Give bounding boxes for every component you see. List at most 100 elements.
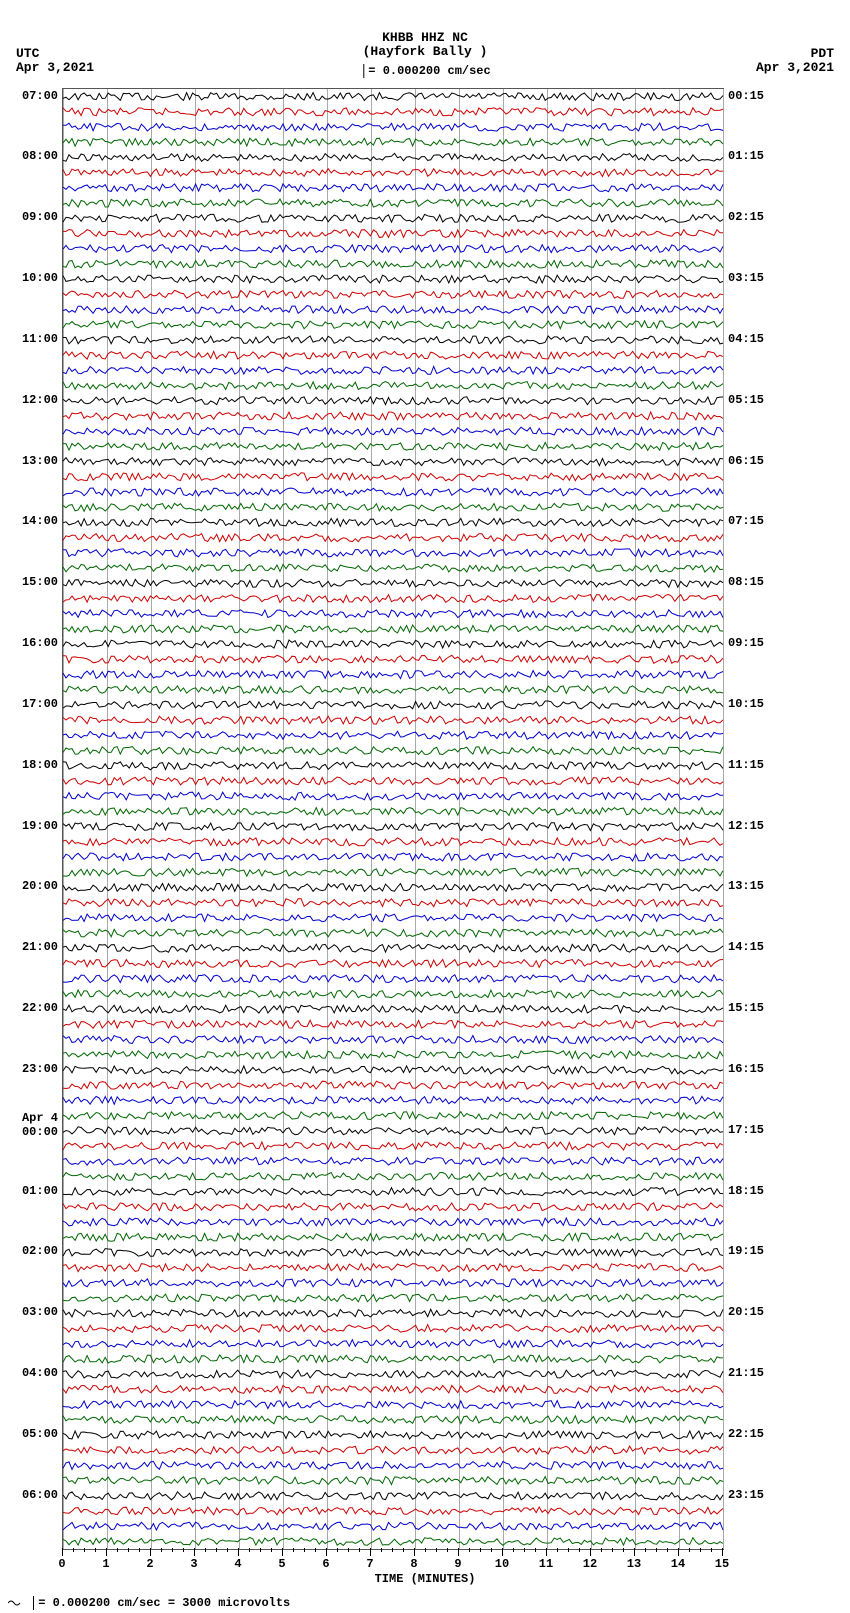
pdt-time-label: 09:15 [728,636,764,650]
pdt-time-label: 11:15 [728,758,764,772]
x-minor-tick [271,1548,272,1552]
x-tick-label: 3 [190,1557,197,1571]
pdt-time-label: 02:15 [728,210,764,224]
utc-time-label: 16:00 [6,636,58,650]
x-tick-label: 2 [146,1557,153,1571]
pdt-time-label: 00:15 [728,89,764,103]
x-minor-tick [337,1548,338,1552]
x-minor-tick [425,1548,426,1552]
utc-time-label: 13:00 [6,454,58,468]
x-tick [326,1548,327,1556]
utc-time-label: 20:00 [6,879,58,893]
pdt-time-label: 23:15 [728,1488,764,1502]
utc-time-label: 17:00 [6,697,58,711]
x-minor-tick [117,1548,118,1552]
x-minor-tick [161,1548,162,1552]
x-tick-label: 14 [671,1557,685,1571]
pdt-time-label: 16:15 [728,1062,764,1076]
x-tick [590,1548,591,1556]
pdt-time-label: 20:15 [728,1305,764,1319]
utc-time-label: 10:00 [6,271,58,285]
pdt-time-label: 04:15 [728,332,764,346]
x-tick [634,1548,635,1556]
x-minor-tick [183,1548,184,1552]
x-tick-label: 8 [410,1557,417,1571]
pdt-time-label: 03:15 [728,271,764,285]
x-tick-label: 9 [454,1557,461,1571]
x-minor-tick [700,1548,701,1552]
utc-time-label: 22:00 [6,1001,58,1015]
x-tick [282,1548,283,1556]
x-minor-tick [480,1548,481,1552]
x-axis-title: TIME (MINUTES) [375,1572,476,1586]
pdt-time-label: 19:15 [728,1244,764,1258]
x-minor-tick [579,1548,580,1552]
x-tick [238,1548,239,1556]
station-code: KHBB HHZ NC [382,30,468,45]
header-scale: = 0.000200 cm/sec [359,64,490,78]
seismogram-container: UTC Apr 3,2021 PDT Apr 3,2021 KHBB HHZ N… [0,0,850,1613]
pdt-time-label: 06:15 [728,454,764,468]
x-minor-tick [381,1548,382,1552]
utc-time-label: 15:00 [6,575,58,589]
x-minor-tick [711,1548,712,1552]
x-tick [150,1548,151,1556]
pdt-time-label: 12:15 [728,819,764,833]
utc-time-label: 23:00 [6,1062,58,1076]
x-tick-label: 15 [715,1557,729,1571]
utc-date-label: Apr 3,2021 [16,60,94,75]
utc-time-label: 11:00 [6,332,58,346]
utc-time-label: 05:00 [6,1427,58,1441]
x-minor-tick [667,1548,668,1552]
x-tick [414,1548,415,1556]
x-tick [546,1548,547,1556]
scale-bar-icon [33,1596,34,1610]
x-minor-tick [95,1548,96,1552]
x-tick [458,1548,459,1556]
x-tick [370,1548,371,1556]
pdt-time-label: 22:15 [728,1427,764,1441]
x-tick-label: 1 [102,1557,109,1571]
pdt-time-label: 07:15 [728,514,764,528]
x-tick [502,1548,503,1556]
utc-time-label: Apr 400:00 [6,1111,58,1139]
pdt-time-label: 21:15 [728,1366,764,1380]
pdt-time-label: 05:15 [728,393,764,407]
x-minor-tick [535,1548,536,1552]
pdt-time-label: 10:15 [728,697,764,711]
utc-tz-label: UTC [16,46,39,61]
pdt-time-label: 18:15 [728,1184,764,1198]
scale-bar-icon [363,64,364,78]
utc-time-label: 06:00 [6,1488,58,1502]
x-tick-label: 0 [58,1557,65,1571]
utc-time-label: 19:00 [6,819,58,833]
utc-time-label: 01:00 [6,1184,58,1198]
utc-time-label: 12:00 [6,393,58,407]
x-minor-tick [293,1548,294,1552]
utc-time-label: 09:00 [6,210,58,224]
x-minor-tick [304,1548,305,1552]
x-tick-label: 12 [583,1557,597,1571]
x-minor-tick [601,1548,602,1552]
x-minor-tick [513,1548,514,1552]
pdt-time-label: 15:15 [728,1001,764,1015]
x-tick-label: 11 [539,1557,553,1571]
x-tick-label: 6 [322,1557,329,1571]
x-tick [194,1548,195,1556]
x-minor-tick [359,1548,360,1552]
x-minor-tick [227,1548,228,1552]
pdt-time-label: 13:15 [728,879,764,893]
x-minor-tick [260,1548,261,1552]
x-minor-tick [524,1548,525,1552]
utc-time-label: 18:00 [6,758,58,772]
grid-line [723,89,724,1549]
x-minor-tick [645,1548,646,1552]
x-minor-tick [557,1548,558,1552]
x-minor-tick [392,1548,393,1552]
x-tick [106,1548,107,1556]
x-minor-tick [491,1548,492,1552]
x-minor-tick [73,1548,74,1552]
x-minor-tick [469,1548,470,1552]
x-tick [678,1548,679,1556]
seismogram-plot [62,88,724,1550]
